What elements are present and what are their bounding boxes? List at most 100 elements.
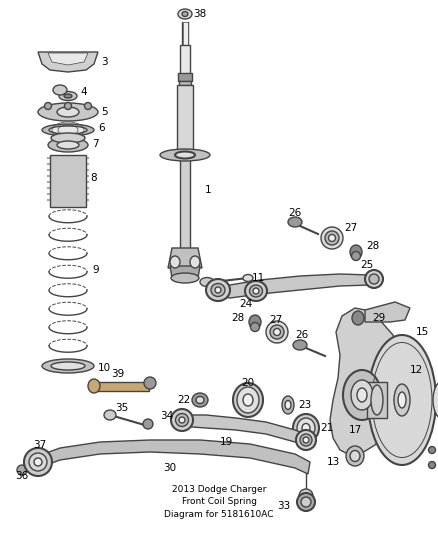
- Ellipse shape: [45, 102, 52, 109]
- Ellipse shape: [243, 274, 253, 281]
- Ellipse shape: [371, 385, 383, 415]
- Ellipse shape: [38, 103, 98, 121]
- Ellipse shape: [273, 328, 280, 335]
- Ellipse shape: [176, 414, 188, 426]
- Ellipse shape: [190, 256, 200, 268]
- Ellipse shape: [182, 12, 188, 17]
- Ellipse shape: [88, 379, 100, 393]
- Text: 4: 4: [80, 87, 87, 97]
- Polygon shape: [38, 440, 310, 474]
- Ellipse shape: [297, 493, 315, 511]
- Ellipse shape: [51, 362, 85, 370]
- Text: 8: 8: [90, 173, 97, 183]
- Ellipse shape: [175, 151, 195, 158]
- Text: 10: 10: [98, 363, 111, 373]
- Ellipse shape: [428, 462, 435, 469]
- Ellipse shape: [293, 414, 319, 442]
- Ellipse shape: [343, 370, 381, 420]
- Ellipse shape: [369, 274, 379, 284]
- Text: 39: 39: [111, 369, 125, 379]
- Ellipse shape: [215, 287, 221, 293]
- Text: 13: 13: [327, 457, 340, 467]
- Polygon shape: [38, 52, 98, 72]
- Text: 3: 3: [101, 57, 108, 67]
- Ellipse shape: [270, 325, 284, 339]
- Ellipse shape: [57, 141, 79, 149]
- Text: 21: 21: [320, 423, 333, 433]
- Text: 22: 22: [177, 395, 190, 405]
- Ellipse shape: [321, 227, 343, 249]
- Ellipse shape: [42, 124, 94, 136]
- Ellipse shape: [200, 278, 214, 287]
- Text: 26: 26: [295, 330, 309, 340]
- Ellipse shape: [237, 387, 259, 413]
- Text: 36: 36: [15, 471, 28, 481]
- Ellipse shape: [350, 245, 362, 259]
- Text: 34: 34: [160, 411, 173, 421]
- Ellipse shape: [296, 430, 316, 450]
- Ellipse shape: [302, 424, 310, 432]
- Ellipse shape: [346, 446, 364, 466]
- Text: 28: 28: [231, 313, 244, 323]
- Bar: [180, 158, 190, 253]
- Ellipse shape: [170, 256, 180, 268]
- Text: 27: 27: [269, 315, 283, 325]
- Ellipse shape: [297, 418, 315, 438]
- Text: 12: 12: [410, 365, 423, 375]
- Text: 7: 7: [92, 139, 99, 149]
- Ellipse shape: [352, 252, 360, 261]
- Ellipse shape: [328, 235, 336, 241]
- Ellipse shape: [42, 359, 94, 373]
- Ellipse shape: [211, 284, 225, 296]
- Ellipse shape: [179, 417, 185, 423]
- Ellipse shape: [196, 397, 204, 403]
- Text: 20: 20: [241, 378, 254, 388]
- Ellipse shape: [365, 270, 383, 288]
- Polygon shape: [330, 308, 403, 455]
- Text: 29: 29: [372, 313, 385, 323]
- Text: 24: 24: [240, 299, 253, 309]
- Ellipse shape: [178, 9, 192, 19]
- Ellipse shape: [352, 311, 364, 325]
- Text: 30: 30: [163, 463, 177, 473]
- Bar: [50, 155, 86, 207]
- Text: 5: 5: [101, 107, 108, 117]
- Bar: [180, 45, 190, 75]
- Ellipse shape: [293, 340, 307, 350]
- Polygon shape: [365, 302, 410, 322]
- Polygon shape: [168, 248, 202, 268]
- Text: 15: 15: [416, 327, 429, 337]
- Ellipse shape: [171, 409, 193, 431]
- Ellipse shape: [34, 458, 42, 466]
- Ellipse shape: [350, 450, 360, 462]
- Ellipse shape: [160, 149, 210, 161]
- Ellipse shape: [303, 437, 309, 443]
- Ellipse shape: [300, 434, 312, 446]
- Ellipse shape: [144, 377, 156, 389]
- Text: 1: 1: [205, 185, 212, 195]
- Ellipse shape: [250, 285, 262, 297]
- Bar: [178, 73, 192, 81]
- Bar: [183, 22, 188, 45]
- Text: 11: 11: [252, 273, 265, 283]
- Ellipse shape: [51, 133, 85, 143]
- Text: 19: 19: [219, 437, 233, 447]
- Text: 25: 25: [360, 260, 373, 270]
- Ellipse shape: [251, 322, 259, 332]
- Bar: [94, 382, 149, 391]
- Ellipse shape: [249, 315, 261, 329]
- Ellipse shape: [192, 393, 208, 407]
- Polygon shape: [170, 266, 200, 278]
- Ellipse shape: [243, 394, 253, 406]
- Ellipse shape: [299, 489, 313, 503]
- Bar: [177, 85, 193, 155]
- Polygon shape: [48, 53, 88, 65]
- Ellipse shape: [282, 396, 294, 414]
- Ellipse shape: [245, 281, 267, 301]
- Text: 27: 27: [344, 223, 357, 233]
- Ellipse shape: [351, 380, 373, 410]
- Text: 33: 33: [277, 501, 290, 511]
- Text: 9: 9: [92, 265, 99, 275]
- Ellipse shape: [29, 453, 47, 471]
- Ellipse shape: [24, 448, 52, 476]
